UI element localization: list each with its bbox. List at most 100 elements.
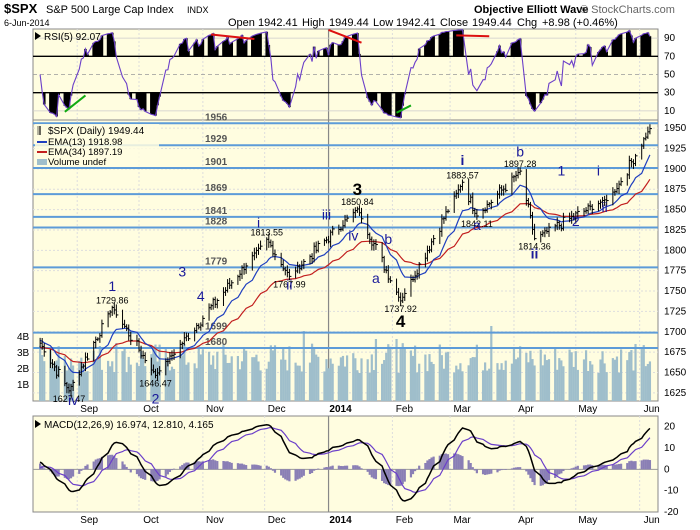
macd-histogram-bar [418, 465, 421, 470]
macd-histogram-bar [212, 459, 215, 470]
volume-bar [345, 355, 349, 401]
rsi-overbought-fill [582, 53, 586, 57]
volume-bar [51, 367, 54, 401]
wave-label: 3 [353, 180, 362, 199]
volume-bar [541, 365, 544, 401]
volume-bar [199, 354, 202, 401]
rsi-oversold-fill [141, 92, 145, 109]
macd-histogram-bar [648, 460, 652, 470]
rsi-overbought-fill [329, 44, 332, 57]
rsi-overbought-fill [226, 37, 229, 57]
macd-histogram-bar [366, 469, 369, 472]
macd-histogram-bar [242, 464, 246, 470]
volume-bar [356, 370, 359, 401]
volume-bar [69, 358, 73, 401]
volume-bar [442, 368, 446, 401]
price-tick-label: 1825 [664, 225, 687, 236]
volume-bar [570, 352, 573, 401]
volume-bar [498, 369, 501, 401]
rsi-divergence-line [328, 28, 362, 44]
low-label: Low [373, 17, 393, 29]
volume-bars [39, 326, 652, 401]
volume-legend: Volume undef [48, 157, 106, 168]
pivot-label: 1850.84 [341, 197, 374, 207]
price-tick-label: 1800 [664, 245, 687, 256]
rsi-overbought-fill [178, 43, 182, 57]
volume-bar [265, 368, 268, 401]
rsi-oversold-fill [366, 92, 369, 99]
volume-bar [127, 356, 130, 401]
volume-bar [533, 365, 536, 401]
macd-histogram-bar [111, 454, 114, 470]
macd-histogram-bar [179, 466, 182, 470]
macd-histogram-bar [280, 469, 283, 476]
rsi-oversold-fill [49, 92, 52, 113]
macd-histogram-bar [440, 454, 443, 470]
x-tick-label: Feb [396, 404, 414, 415]
wave-label: 2 [152, 390, 160, 406]
macd-histogram-bar [444, 453, 448, 470]
macd-histogram-bar [216, 461, 219, 470]
rsi-overbought-fill [613, 39, 617, 57]
rsi-oversold-fill [389, 92, 392, 116]
macd-histogram-bar [125, 466, 128, 470]
macd-histogram-bar [65, 469, 69, 479]
rsi-oversold-fill [137, 92, 141, 108]
rsi-overbought-fill [438, 34, 442, 57]
rsi-oversold-fill [152, 92, 155, 115]
rsi-overbought-fill [640, 35, 643, 57]
x-axis-price: Sep Oct Nov Dec 2014 Feb Mar Apr May Jun [80, 404, 659, 415]
macd-histogram-bar [127, 469, 130, 470]
rsi-overbought-fill [452, 30, 456, 57]
volume-bar [444, 352, 448, 401]
macd-histogram-bar [197, 461, 200, 470]
volume-bar [370, 354, 373, 401]
price-tick-label: 1675 [664, 347, 687, 358]
volume-bar [193, 363, 196, 401]
pivot-label: 1813.55 [250, 227, 283, 237]
rsi-overbought-fill [257, 33, 260, 57]
rsi-oversold-fill [531, 92, 534, 109]
macd-histogram-bar [514, 467, 518, 470]
volume-bar [554, 347, 557, 401]
macd-histogram-bar [96, 458, 99, 470]
rsi-oversold-fill [63, 92, 67, 106]
macd-histogram-bar [370, 469, 373, 478]
macd-histogram-bar [613, 464, 617, 470]
macd-histogram-bar [337, 465, 340, 470]
volume-bar [195, 368, 198, 401]
volume-bar [224, 354, 227, 401]
price-tick-label: 1900 [664, 164, 687, 175]
rsi-overbought-fill [454, 30, 458, 57]
volume-bar [216, 351, 219, 401]
macd-histogram-bar [224, 461, 227, 470]
volume-bar [467, 365, 470, 401]
rsi-overbought-fill [327, 55, 330, 57]
macd-histogram-bar [39, 463, 42, 470]
rsi-overbought-fill [628, 30, 631, 57]
rsi-overbought-fill [207, 35, 211, 57]
volume-bar [525, 352, 528, 401]
wave-label: iv [348, 228, 358, 244]
macd-histogram-bar [432, 456, 435, 470]
volume-bar [55, 360, 58, 401]
rsi-overbought-fill [440, 32, 444, 57]
volume-bar [150, 354, 153, 401]
wave-label: a [473, 217, 481, 233]
rsi-legend-marker [35, 32, 41, 40]
volume-bar [212, 355, 215, 401]
macd-histogram-bar [313, 469, 316, 471]
volume-bar [82, 363, 85, 401]
rsi-overbought-fill [502, 51, 505, 57]
x-tick-label: Feb [396, 515, 414, 526]
rsi-overbought-fill [516, 39, 520, 57]
macd-histogram-bar [457, 454, 460, 470]
volume-bar [207, 351, 211, 401]
wave-label: i [597, 162, 600, 178]
volume-bar [630, 350, 633, 401]
rsi-overbought-fill [238, 37, 242, 57]
macd-histogram-bar [251, 464, 254, 470]
macd-histogram-bar [484, 469, 487, 475]
